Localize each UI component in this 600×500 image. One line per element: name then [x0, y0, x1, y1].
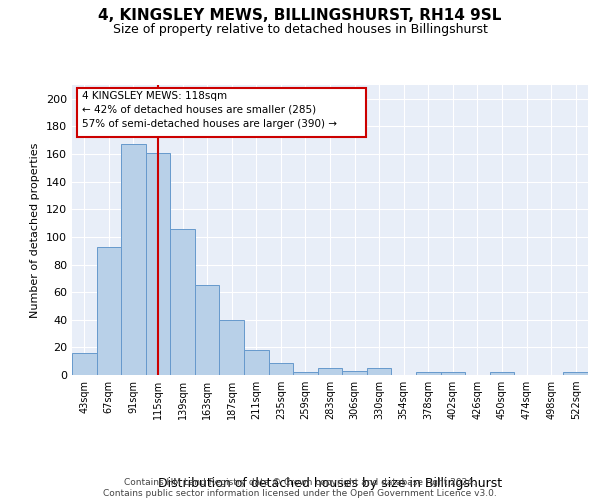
Bar [318, 368, 342, 375]
Y-axis label: Number of detached properties: Number of detached properties [31, 142, 40, 318]
Bar [490, 372, 514, 375]
Bar [220, 320, 244, 375]
Bar [244, 350, 269, 375]
Bar [563, 372, 588, 375]
Bar [97, 246, 121, 375]
Text: Size of property relative to detached houses in Billingshurst: Size of property relative to detached ho… [113, 22, 487, 36]
Text: Distribution of detached houses by size in Billingshurst: Distribution of detached houses by size … [158, 477, 502, 490]
Bar [269, 362, 293, 375]
Bar [440, 372, 465, 375]
Bar [146, 152, 170, 375]
Bar [121, 144, 146, 375]
Text: Contains HM Land Registry data © Crown copyright and database right 2024.
Contai: Contains HM Land Registry data © Crown c… [103, 478, 497, 498]
Bar [416, 372, 440, 375]
Bar [195, 285, 220, 375]
Bar [170, 228, 195, 375]
Bar [72, 353, 97, 375]
Bar [367, 368, 391, 375]
FancyBboxPatch shape [77, 88, 366, 137]
Text: 4, KINGSLEY MEWS, BILLINGSHURST, RH14 9SL: 4, KINGSLEY MEWS, BILLINGSHURST, RH14 9S… [98, 8, 502, 22]
Bar [293, 372, 318, 375]
Bar [342, 371, 367, 375]
Text: 4 KINGSLEY MEWS: 118sqm
← 42% of detached houses are smaller (285)
57% of semi-d: 4 KINGSLEY MEWS: 118sqm ← 42% of detache… [82, 91, 337, 129]
